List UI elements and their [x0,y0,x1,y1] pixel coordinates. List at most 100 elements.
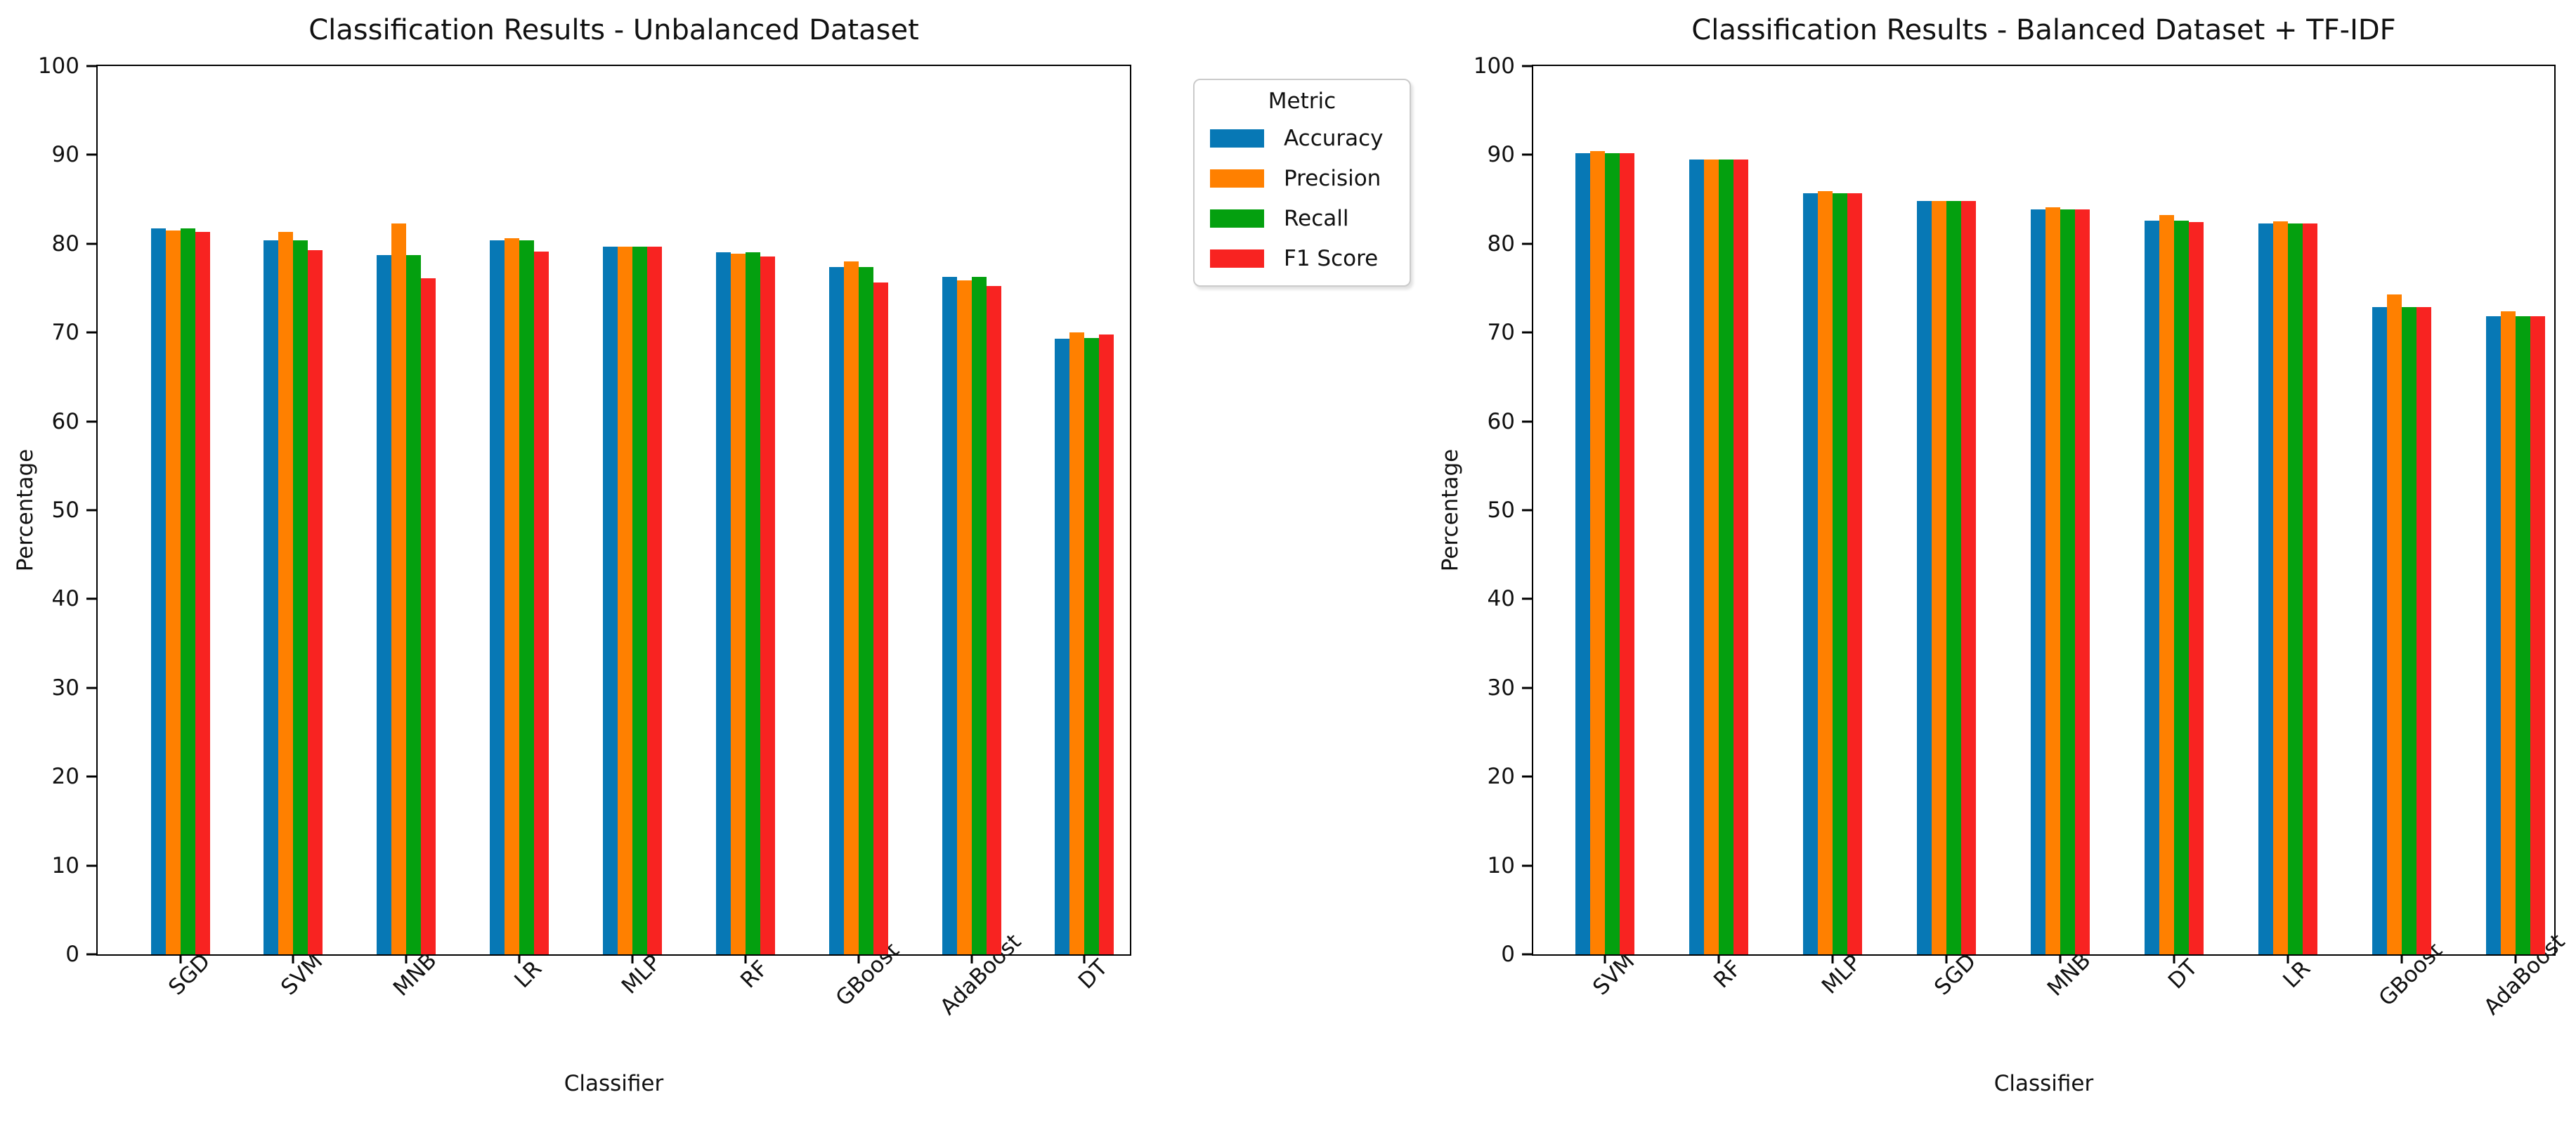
y-tick-mark-50 [1522,509,1532,512]
y-tick-mark-80 [1522,242,1532,245]
x-tick-mark-mlp [1831,954,1834,963]
x-tick-label-sgd: SGD [163,949,215,1001]
unbalanced-y-axis-label: Percentage [13,448,38,572]
y-tick-mark-10 [86,864,96,867]
bar-precision-rf [1703,159,1719,954]
x-tick-label-svm: SVM [276,949,328,1001]
y-tick-mark-0 [86,953,96,956]
y-tick-label-40: 40 [1487,586,1515,612]
y-tick-mark-90 [1522,153,1532,156]
y-tick-label-60: 60 [51,408,79,434]
bar-accuracy-dt [1055,339,1070,954]
legend-entry-accuracy: Accuracy [1210,126,1410,151]
balanced-x-axis-label: Classifier [1993,1071,2094,1096]
bar-precision-adaboost [2500,311,2516,954]
x-tick-mark-lr [2286,954,2289,963]
bar-accuracy-mlp [602,246,618,954]
bar-precision-gboost [843,261,859,954]
bar-precision-mnb [391,223,407,954]
legend-entry-f1-score: F1 Score [1210,246,1410,271]
bar-precision-lr [2272,221,2288,954]
y-tick-mark-40 [1522,597,1532,600]
balanced-chart-plot-area: Classification Results - Balanced Datase… [1438,14,2570,1096]
x-tick-mark-mnb [2059,954,2062,963]
bar-precision-svm [1589,151,1605,954]
bar-recall-sgd [180,228,195,954]
y-tick-mark-60 [86,420,96,423]
y-tick-mark-100 [1522,65,1532,67]
bar-f1-score-sgd [1960,201,1976,954]
bar-f1-score-mnb [421,278,436,954]
y-tick-mark-90 [86,153,96,156]
legend-swatch-f1-score [1210,249,1264,268]
y-tick-label-30: 30 [51,675,79,701]
bar-precision-mlp [617,246,632,954]
legend-label-precision: Precision [1284,166,1381,191]
bar-accuracy-svm [1575,152,1590,954]
y-tick-mark-50 [86,509,96,512]
bar-accuracy-gboost [2372,306,2387,954]
y-tick-label-100: 100 [1473,53,1515,79]
y-tick-label-70: 70 [51,320,79,346]
bar-accuracy-rf [715,252,731,954]
y-tick-mark-10 [1522,864,1532,867]
bar-f1-score-mlp [646,246,662,954]
bar-recall-lr [2287,223,2303,954]
bar-accuracy-lr [490,240,505,954]
x-tick-mark-rf [1717,954,1720,963]
bar-recall-sgd [1946,201,1961,954]
bar-accuracy-gboost [828,266,844,954]
y-tick-label-10: 10 [51,852,79,878]
bar-precision-gboost [2386,294,2402,954]
bar-f1-score-adaboost [986,286,1001,954]
y-tick-mark-20 [1522,775,1532,778]
x-tick-mark-adaboost [970,954,972,963]
bar-precision-svm [278,232,294,954]
x-tick-mark-mnb [405,954,408,963]
balanced-y-axis-label: Percentage [1438,448,1463,572]
x-tick-mark-sgd [179,954,182,963]
bar-f1-score-dt [2188,222,2204,954]
bar-recall-adaboost [2515,316,2530,954]
y-tick-label-40: 40 [51,586,79,612]
bar-accuracy-mnb [377,255,392,954]
x-tick-mark-dt [1083,954,1086,963]
bar-recall-mnb [406,255,422,954]
y-tick-mark-70 [86,331,96,334]
bar-precision-mlp [1817,191,1833,954]
x-tick-label-rf: RF [1708,956,1747,994]
y-tick-label-70: 70 [1487,320,1515,346]
x-tick-label-dt: DT [1074,954,1113,994]
bar-precision-sgd [1931,201,1946,954]
y-tick-mark-40 [86,597,96,600]
y-tick-mark-20 [86,775,96,778]
bar-f1-score-rf [1733,159,1748,954]
x-tick-label-mlp: MLP [616,949,666,999]
legend-swatch-precision [1210,169,1264,188]
x-tick-label-sgd: SGD [1929,949,1982,1001]
bar-precision-rf [730,253,746,954]
x-tick-mark-adaboost [2514,954,2517,963]
y-tick-label-0: 0 [1501,942,1515,967]
x-tick-label-rf: RF [735,956,774,994]
x-tick-label-mnb: MNB [2042,947,2096,1001]
bar-precision-lr [505,238,520,954]
legend-rows: Accuracy Precision Recall F1 Score [1195,114,1410,271]
x-tick-label-dt: DT [2163,954,2203,994]
legend-label-accuracy: Accuracy [1284,126,1384,151]
legend-label-f1-score: F1 Score [1284,246,1379,271]
legend-title: Metric [1268,89,1336,114]
y-tick-label-0: 0 [65,942,79,967]
legend-entry-recall: Recall [1210,206,1410,231]
x-tick-mark-svm [292,954,294,963]
bar-f1-score-dt [1099,334,1114,954]
x-tick-mark-gboost [857,954,860,963]
bar-recall-rf [745,252,760,954]
bar-f1-score-svm [308,249,323,954]
y-tick-mark-0 [1522,953,1532,956]
bar-f1-score-gboost [873,282,888,954]
legend-entry-precision: Precision [1210,166,1410,191]
bar-accuracy-sgd [1916,201,1932,954]
y-tick-label-60: 60 [1487,408,1515,434]
y-tick-label-80: 80 [1487,230,1515,256]
